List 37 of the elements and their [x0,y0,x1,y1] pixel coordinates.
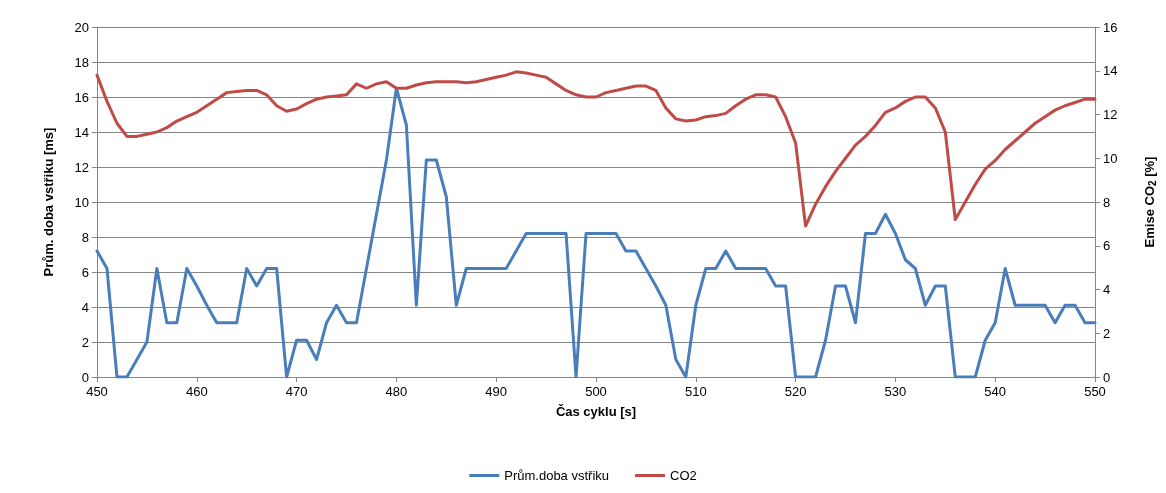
y-tick-label: 6 [81,264,89,280]
x-tick-label: 500 [585,384,607,399]
y2-tick-label: 16 [1103,19,1118,35]
y-tick-label: 16 [74,89,89,105]
y-tick-label: 0 [81,369,89,385]
x-tick-label: 490 [485,384,508,399]
y2-tick-label: 12 [1103,107,1118,122]
y-tick-label: 2 [81,334,89,350]
line-series [95,86,1097,379]
y-tick-label: 10 [74,194,89,210]
x-tick-label: 530 [884,384,907,399]
y-tick-label: 12 [74,159,89,175]
x-tick-label: 450 [86,384,108,399]
y2-tick-label: 14 [1103,63,1118,79]
y-tick-label: 20 [74,19,89,35]
y2-tick-label: 2 [1103,325,1111,341]
x-tick-label: 540 [984,384,1007,399]
y2-tick-label: 0 [1103,369,1111,385]
legend-label: Prům.doba vstřiku [504,468,610,483]
x-tick-label: 460 [185,384,208,399]
y-tick-label: 18 [74,54,89,70]
legend-label: CO2 [670,468,697,483]
x-tick-label: 520 [784,384,807,399]
x-tick-label: 550 [1084,384,1106,399]
x-tick-label: 510 [684,384,707,399]
y2-tick-label: 4 [1103,282,1111,297]
y-tick-label: 4 [81,299,89,315]
x-tick-label: 480 [385,384,408,399]
y2-tick-label: 10 [1103,150,1118,166]
y2-tick-label: 6 [1103,238,1111,254]
y-tick-label: 14 [74,124,89,140]
y-axis-title: Prům. doba vstřiku [ms] [41,127,56,277]
y-tick-label: 8 [81,229,89,245]
line-series [95,70,1097,228]
x-tick-label: 470 [285,384,308,399]
x-axis-title: Čas cyklu [s] [555,404,637,419]
y2-tick-label: 8 [1103,194,1111,210]
